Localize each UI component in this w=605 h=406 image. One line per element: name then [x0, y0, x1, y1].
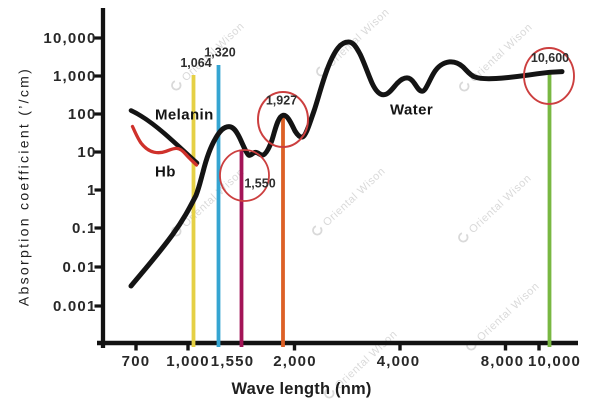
- svg-text:1,000: 1,000: [53, 68, 97, 85]
- svg-text:2,000: 2,000: [273, 353, 317, 370]
- svg-text:10,600: 10,600: [531, 51, 569, 65]
- svg-text:0.01: 0.01: [63, 259, 97, 276]
- svg-text:1,064: 1,064: [180, 56, 211, 70]
- svg-text:0.1: 0.1: [72, 220, 96, 237]
- svg-text:Oriental Wison: Oriental Wison: [325, 6, 392, 70]
- svg-text:Oriental Wison: Oriental Wison: [180, 166, 247, 230]
- svg-text:Water: Water: [390, 102, 433, 119]
- svg-text:Hb: Hb: [155, 164, 176, 181]
- svg-text:100: 100: [68, 106, 97, 123]
- svg-text:10,000: 10,000: [43, 30, 96, 47]
- svg-text:10: 10: [77, 144, 96, 161]
- svg-text:Wave length (nm): Wave length (nm): [231, 380, 371, 398]
- svg-text:Oriental Wison: Oriental Wison: [467, 172, 534, 236]
- svg-text:700: 700: [122, 353, 151, 370]
- svg-text:10,000: 10,000: [528, 353, 581, 370]
- svg-text:1,550: 1,550: [244, 177, 275, 191]
- svg-text:Melanin: Melanin: [155, 107, 214, 124]
- svg-text:8,000: 8,000: [481, 353, 525, 370]
- svg-text:1,000: 1,000: [166, 353, 210, 370]
- svg-text:1: 1: [87, 182, 97, 199]
- svg-text:Oriental Wison: Oriental Wison: [321, 165, 388, 229]
- svg-text:1,320: 1,320: [204, 46, 235, 60]
- svg-text:1,550: 1,550: [211, 353, 255, 370]
- svg-text:Absorption coefficient (’/cm): Absorption coefficient (’/cm): [16, 67, 32, 306]
- svg-text:4,000: 4,000: [377, 353, 421, 370]
- svg-text:1,927: 1,927: [266, 94, 297, 108]
- svg-text:0.001: 0.001: [53, 298, 97, 315]
- svg-text:Oriental Wison: Oriental Wison: [475, 280, 542, 344]
